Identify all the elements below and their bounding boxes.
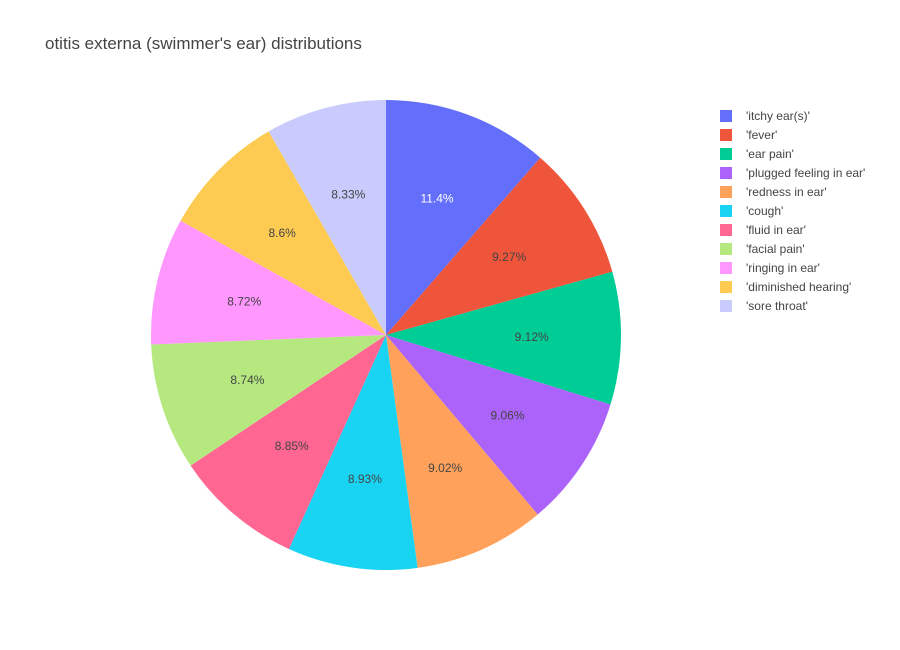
slice-percent-label: 9.12% [515,330,549,344]
slice-percent-label: 8.85% [275,439,309,453]
legend-swatch [720,280,732,293]
legend-label: 'ringing in ear' [746,260,820,275]
slice-percent-label: 8.33% [331,187,365,201]
slice-percent-label: 8.6% [268,226,296,240]
slice-percent-label: 8.93% [348,472,382,486]
legend-label: 'plugged feeling in ear' [746,165,866,180]
legend-label: 'cough' [746,203,784,218]
pie-slice[interactable] [268,100,386,335]
pie-slice[interactable] [386,271,621,405]
pie-slice[interactable] [190,335,386,550]
legend-label: 'ear pain' [746,146,794,161]
legend-swatch [720,128,732,141]
pie-slice[interactable] [151,335,386,466]
pie-slice[interactable] [180,131,386,335]
slice-percent-label: 8.72% [227,294,261,308]
legend-label: 'diminished hearing' [746,279,852,294]
legend-label: 'fever' [746,127,778,142]
pie-slice[interactable] [386,335,538,568]
pie-slice[interactable] [386,335,611,515]
pie-slice[interactable] [386,157,613,335]
legend-swatch [720,166,732,179]
slice-percent-label: 9.06% [490,408,524,422]
legend-swatch [720,242,732,255]
legend-item[interactable]: 'ringing in ear' [720,258,865,277]
legend-item[interactable]: 'ear pain' [720,144,865,163]
legend-label: 'redness in ear' [746,184,827,199]
legend-item[interactable]: 'redness in ear' [720,182,865,201]
legend-swatch [720,223,732,236]
legend-swatch [720,299,732,312]
legend-item[interactable]: 'fever' [720,125,865,144]
slice-percent-label: 8.74% [230,373,264,387]
legend-swatch [720,261,732,274]
legend-swatch [720,109,732,122]
slice-percent-label: 9.27% [492,250,526,264]
legend-label: 'itchy ear(s)' [746,108,810,123]
chart-title: otitis externa (swimmer's ear) distribut… [45,34,362,53]
pie-slice[interactable] [288,335,418,570]
slice-percent-label: 9.02% [428,461,462,475]
legend-item[interactable]: 'fluid in ear' [720,220,865,239]
legend-item[interactable]: 'sore throat' [720,296,865,315]
pie-slice[interactable] [386,100,541,335]
legend-swatch [720,185,732,198]
legend-item[interactable]: 'cough' [720,201,865,220]
legend-item[interactable]: 'plugged feeling in ear' [720,163,865,182]
slice-percent-label: 11.4% [420,192,453,206]
legend-item[interactable]: 'itchy ear(s)' [720,106,865,125]
legend-label: 'fluid in ear' [746,222,806,237]
pie-slice[interactable] [151,220,386,345]
legend: 'itchy ear(s)' 'fever' 'ear pain' 'plugged … [720,106,865,315]
legend-label: 'facial pain' [746,241,805,256]
pie-slices [151,100,621,570]
legend-swatch [720,147,732,160]
legend-swatch [720,204,732,217]
pie-slice-labels: 11.4% 9.27% 9.12% 9.06% 9.02% 8.93% 8.85% 8.74%… [227,187,549,486]
legend-label: 'sore throat' [746,298,808,313]
legend-item[interactable]: 'diminished hearing' [720,277,865,296]
legend-item[interactable]: 'facial pain' [720,239,865,258]
